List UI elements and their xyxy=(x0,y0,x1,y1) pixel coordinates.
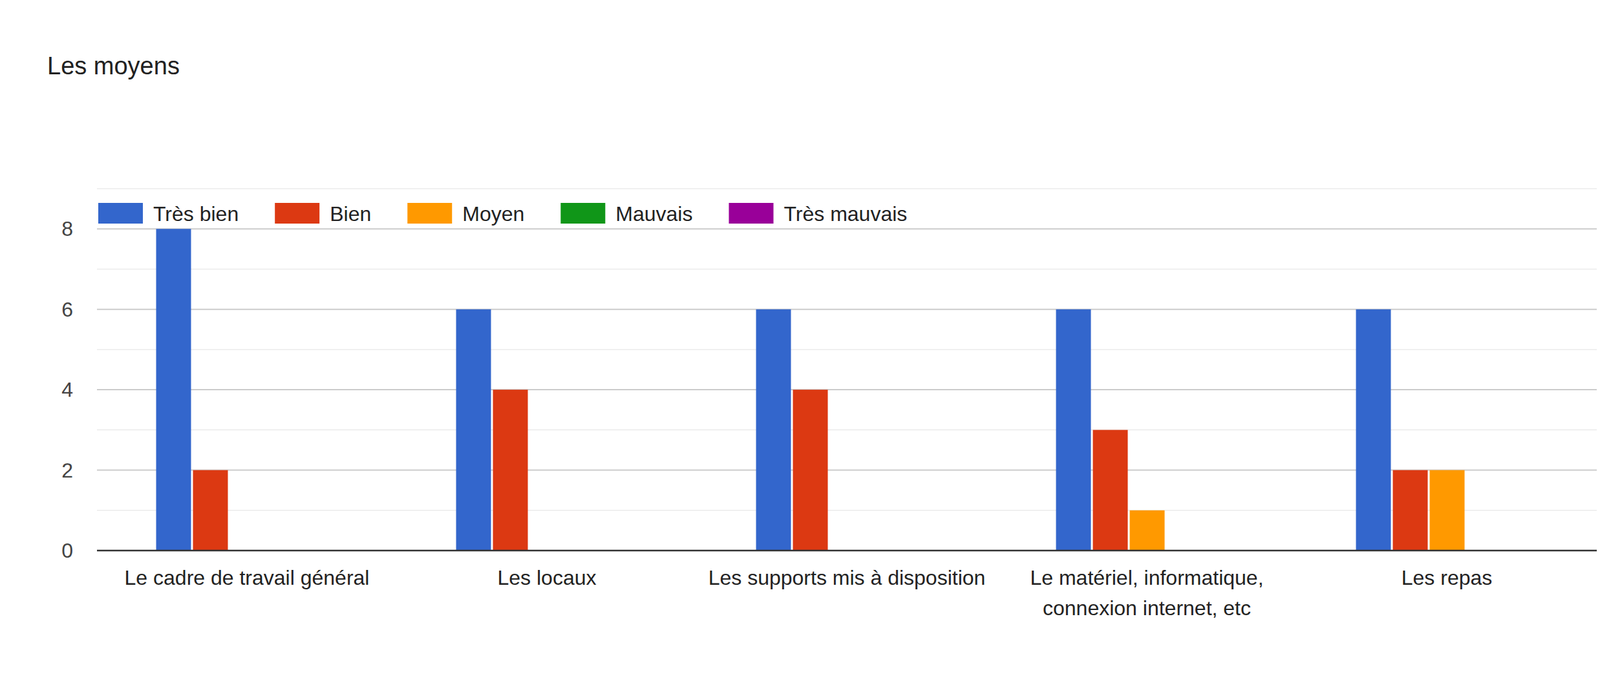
x-tick-label: Les repas xyxy=(1401,566,1493,590)
y-tick-label: 2 xyxy=(61,458,74,483)
bar xyxy=(1429,470,1465,551)
bar xyxy=(1393,470,1429,551)
title: Les moyens xyxy=(47,52,180,80)
y-tick-label: 0 xyxy=(61,539,74,563)
bar xyxy=(1093,429,1129,551)
x-tick-label-line: Le matériel, informatique, xyxy=(1029,566,1264,590)
x-tick-label: Le matériel, informatique, connexion inte… xyxy=(1029,566,1264,620)
x-tick-label: Les locaux xyxy=(497,566,597,590)
x-tick-label: Les supports mis à disposition xyxy=(708,566,986,590)
legend-swatch xyxy=(274,202,320,224)
legend-label: Bien xyxy=(329,202,372,226)
plot-frame-top xyxy=(96,188,1597,190)
bar xyxy=(456,309,492,551)
legend-label: Moyen xyxy=(462,202,525,226)
bar xyxy=(1130,510,1165,551)
x-tick-label-line: Les locaux xyxy=(497,566,597,590)
legend-swatch xyxy=(560,202,606,224)
bar xyxy=(793,389,829,551)
y-tick-label: 6 xyxy=(61,298,74,322)
bar xyxy=(1356,309,1392,551)
minor-grid-line xyxy=(96,268,1597,271)
x-tick-label-line: connexion internet, etc xyxy=(1042,596,1251,620)
x-tick-label: Le cadre de travail général xyxy=(124,566,370,590)
bar xyxy=(1056,309,1092,551)
legend-label: Très mauvais xyxy=(783,202,907,226)
grid-line xyxy=(96,228,1597,230)
bars xyxy=(156,228,1465,551)
y-tick-label: 8 xyxy=(61,217,74,241)
bar xyxy=(193,470,229,551)
x-tick-label-line: Le cadre de travail général xyxy=(124,566,370,590)
legend-label: Mauvais xyxy=(615,202,693,226)
legend-swatch xyxy=(407,202,452,224)
y-tick-label: 4 xyxy=(61,378,74,402)
x-tick-label-line: Les repas xyxy=(1401,566,1493,590)
legend-swatch xyxy=(728,202,774,224)
legend-swatch xyxy=(98,202,143,224)
x-tick-label-line: Les supports mis à disposition xyxy=(708,566,986,590)
bar xyxy=(493,389,529,551)
legend-label: Très bien xyxy=(153,202,239,226)
x-axis xyxy=(96,550,1597,553)
bar xyxy=(156,228,192,551)
bar xyxy=(756,309,792,551)
chart: Les moyens 0 2 4 6 8 Le cadre de travail génér… xyxy=(0,0,1600,694)
